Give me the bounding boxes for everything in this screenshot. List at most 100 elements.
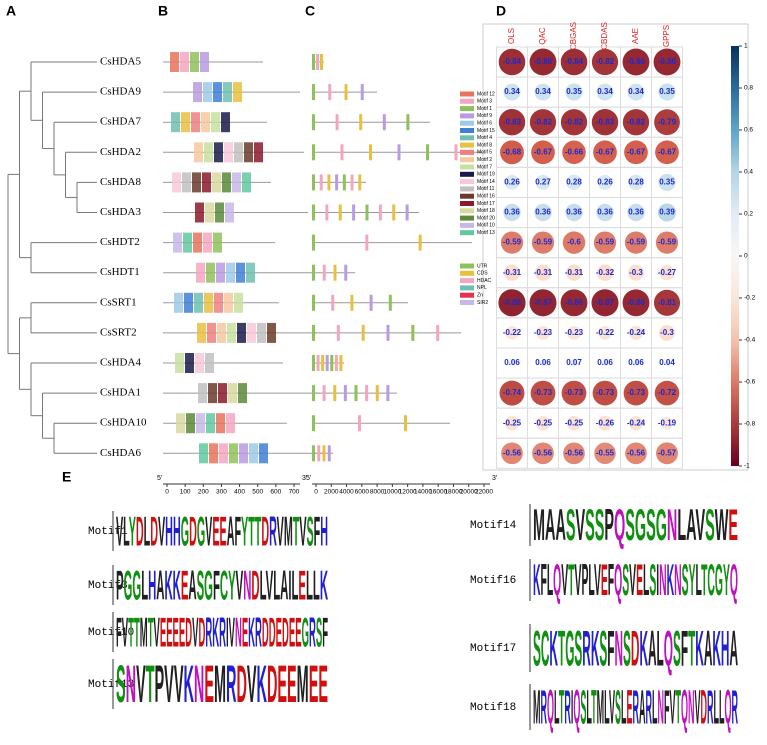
residue: K [257,655,267,714]
correlation-value: -0.24 [627,418,646,427]
legend-swatch [460,149,474,155]
motif-box [239,443,248,464]
residue: H [165,507,173,554]
residue: V [116,507,123,554]
exon-box [338,204,342,221]
residue: S [705,501,715,550]
residue: V [561,556,568,605]
correlation-value: -0.59 [627,238,646,247]
tick-label: 20000 [460,489,478,496]
correlation-circle [597,175,613,190]
correlation-circle [654,380,680,406]
motif-box [174,292,183,313]
residue: R [205,608,212,655]
correlation-circle [591,289,619,317]
residue: T [148,608,154,655]
residue: S [673,619,681,676]
residue: N [659,556,666,605]
correlation-value: 0.34 [535,87,551,96]
exon-box [312,84,315,101]
residue: V [629,556,636,605]
residue: L [141,561,148,608]
correlation-circle [664,360,670,366]
correlation-circle [628,174,644,191]
correlation-value: -0.67 [627,147,646,156]
residue: Y [241,507,248,554]
correlation-circle [591,48,619,76]
exon-box [436,324,440,341]
residue: T [559,681,564,735]
correlation-value: -0.59 [658,238,677,247]
motif-box [229,443,238,464]
correlation-circle [498,289,526,317]
residue: I [656,556,659,605]
residue: R [582,619,591,676]
correlation-value: 0.26 [597,178,613,187]
residue: Q [614,501,625,550]
residue: E [318,655,328,714]
exon-box [375,385,379,402]
exon-box [325,355,329,371]
tick-label: 16000 [429,489,447,496]
residue: F [314,507,321,554]
exon-box [388,294,392,311]
colorbar-label: 0.8 [744,85,753,92]
exon-box [312,445,315,462]
correlation-value: -0.25 [565,418,584,427]
residue: L [588,556,594,605]
correlation-value: 0.35 [566,87,582,96]
residue: L [313,561,320,608]
correlation-value: -0.55 [596,448,615,457]
motif-box [185,353,194,373]
residue: D [136,507,144,554]
residue: I [288,561,291,608]
correlation-value: -0.31 [534,268,553,277]
correlation-circle [596,83,614,101]
residue: E [204,655,214,714]
axis-end: 5' [157,475,162,482]
residue: D [185,608,192,655]
residue: V [609,681,615,735]
tick-label: 0 [165,489,169,496]
residue: K [173,561,181,608]
exon-box [405,204,409,221]
tick-label: 100 [180,489,191,496]
correlation-value: -0.73 [534,388,553,397]
correlation-value: -0.87 [534,298,553,307]
residue: N [614,619,623,676]
motif-box [200,52,209,72]
motif-box [233,82,242,103]
motif-box [226,262,235,283]
residue: C [220,561,228,608]
correlation-value: 0.06 [504,358,520,367]
residue: Q [664,619,673,676]
residue: S [307,507,314,554]
legend-label: Motif 14 [477,179,495,185]
exon-box [340,144,344,161]
correlation-circle [560,48,588,76]
residue: V [594,556,601,605]
correlation-value: -0.22 [503,328,522,337]
exon-box [328,84,332,101]
correlation-circle [625,442,647,465]
correlation-circle [655,231,679,254]
correlation-circle [624,140,648,165]
residue: N [688,681,695,735]
motif-box [191,112,200,133]
motif-box [204,292,213,313]
residue: E [728,501,738,550]
motif-box [195,353,204,373]
residue: S [646,501,656,550]
legend-swatch [460,278,474,284]
residue: E [601,556,608,605]
residue: V [154,608,160,655]
residue: L [677,501,686,550]
motif-box [171,112,180,133]
correlation-value: -0.22 [596,328,615,337]
tick-label: 22000 [475,489,493,496]
residue: K [712,619,721,676]
residue: T [248,507,255,554]
legend-swatch [460,179,474,185]
residue: S [682,556,689,605]
legend-swatch [460,142,474,148]
